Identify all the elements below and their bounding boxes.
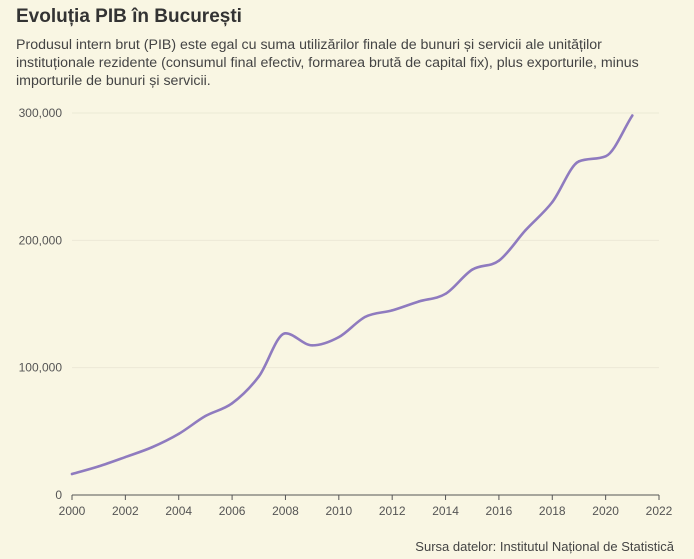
x-tick-label: 2008 [272,504,299,518]
data-point [97,465,100,468]
x-tick-label: 2000 [59,504,86,518]
x-tick-label: 2004 [165,504,192,518]
axes: 0 100,000 200,000 300,000 2000 2002 2004 2006 20… [19,106,673,518]
series-layer [70,114,634,476]
x-tick-label: 2002 [112,504,139,518]
data-point [70,472,74,476]
x-tick-label: 2014 [432,504,459,518]
data-point [551,200,554,204]
y-tick-label: 200,000 [19,233,63,247]
x-tick-label: 2018 [539,504,566,518]
x-tick-label: 2006 [219,504,246,518]
data-point [497,259,501,262]
x-tick-label: 2020 [592,504,619,518]
data-point [124,455,127,459]
grid-lines [72,112,659,369]
x-tick-label: 2022 [646,504,673,518]
x-tick-label: 2012 [379,504,406,518]
data-point [284,332,287,335]
data-point [577,160,581,163]
data-point [204,414,207,418]
data-point [310,344,314,347]
data-point [337,335,341,339]
y-tick-label: 0 [55,488,62,502]
data-source: Sursa datelor: Institutul Național de St… [415,539,674,554]
data-point [604,155,607,158]
chart-title: Evoluția PIB în București [16,6,242,27]
x-tick-label: 2010 [325,504,352,518]
data-point [390,309,394,312]
data-point [444,292,447,296]
chart-subtitle: Produsul intern brut (PIB) este egal cu … [16,37,639,89]
data-point [257,375,260,378]
data-point [471,268,474,271]
data-point [631,114,634,117]
data-point [230,402,234,405]
data-point [524,228,527,232]
data-point [150,446,154,449]
data-point [177,432,180,436]
data-point [364,315,367,318]
x-tick-label: 2016 [486,504,513,518]
data-point [417,300,421,303]
y-tick-label: 100,000 [19,361,63,375]
series-line [70,114,634,476]
y-tick-label: 300,000 [19,106,63,120]
